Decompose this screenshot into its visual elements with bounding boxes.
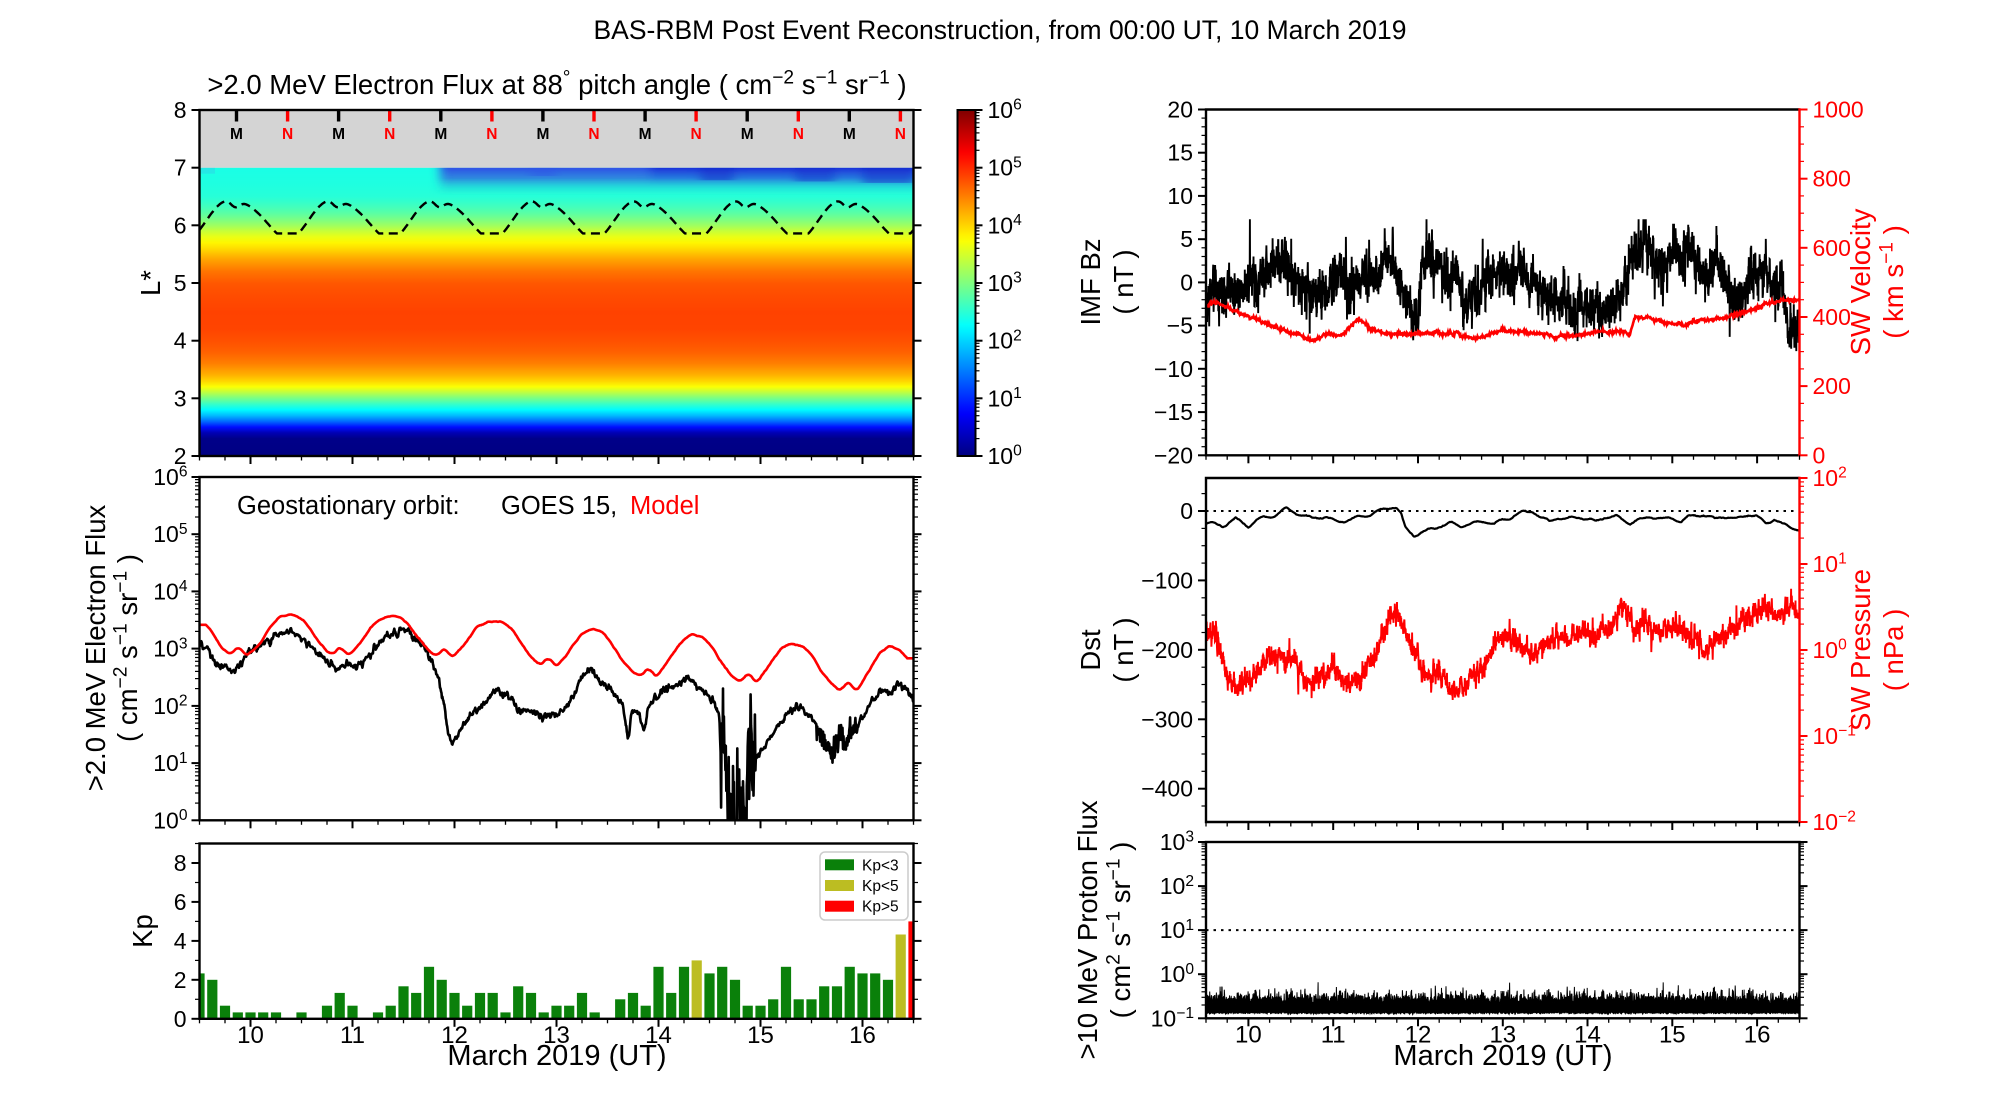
svg-text:16: 16 <box>849 1022 876 1049</box>
svg-text:800: 800 <box>1813 166 1851 192</box>
svg-text:March 2019 (UT): March 2019 (UT) <box>1393 1040 1612 1072</box>
svg-text:5: 5 <box>1180 226 1193 252</box>
svg-text:>2.0 MeV Electron Flux at 88°: >2.0 MeV Electron Flux at 88° pitch angl… <box>207 68 906 100</box>
svg-text:( km s−1 ): ( km s−1 ) <box>1877 225 1909 339</box>
svg-text:16: 16 <box>1744 1021 1771 1048</box>
svg-text:6: 6 <box>174 212 187 238</box>
svg-text:Kp<5: Kp<5 <box>862 878 899 895</box>
svg-text:100: 100 <box>153 807 188 833</box>
svg-text:200: 200 <box>1813 373 1851 399</box>
svg-text:M: M <box>536 126 549 143</box>
svg-text:−400: −400 <box>1141 776 1193 802</box>
svg-text:12: 12 <box>441 1022 468 1049</box>
svg-text:N: N <box>690 126 701 143</box>
svg-text:7: 7 <box>174 155 187 181</box>
svg-text:M: M <box>434 126 447 143</box>
svg-text:−200: −200 <box>1141 637 1193 663</box>
svg-text:Dst: Dst <box>1075 629 1106 671</box>
svg-text:>10 MeV Proton Flux: >10 MeV Proton Flux <box>1072 800 1103 1059</box>
svg-text:0: 0 <box>174 1006 187 1032</box>
svg-text:15: 15 <box>747 1022 774 1049</box>
svg-text:Kp: Kp <box>127 914 158 948</box>
svg-text:N: N <box>384 126 395 143</box>
svg-text:14: 14 <box>1574 1021 1601 1048</box>
svg-text:−100: −100 <box>1141 567 1193 593</box>
svg-text:15: 15 <box>1167 140 1193 166</box>
svg-text:( cm2 s−1 sr−1 ): ( cm2 s−1 sr−1 ) <box>1104 842 1136 1019</box>
svg-text:11: 11 <box>340 1022 365 1049</box>
svg-text:>2.0 MeV Electron Flux: >2.0 MeV Electron Flux <box>80 504 111 791</box>
svg-text:−10: −10 <box>1154 356 1193 382</box>
svg-text:14: 14 <box>645 1022 672 1049</box>
svg-text:Kp>5: Kp>5 <box>862 899 899 916</box>
svg-text:( nT ): ( nT ) <box>1108 249 1139 314</box>
svg-text:4: 4 <box>174 328 187 354</box>
svg-text:10: 10 <box>1235 1021 1262 1048</box>
svg-text:400: 400 <box>1813 304 1851 330</box>
svg-text:N: N <box>486 126 497 143</box>
svg-text:103: 103 <box>988 270 1022 296</box>
svg-text:2: 2 <box>174 967 187 993</box>
svg-text:0: 0 <box>1180 498 1193 524</box>
svg-text:12: 12 <box>1405 1021 1432 1048</box>
svg-text:20: 20 <box>1167 97 1193 123</box>
svg-text:N: N <box>282 126 293 143</box>
svg-text:13: 13 <box>543 1022 570 1049</box>
svg-text:M: M <box>741 126 754 143</box>
svg-text:Geostationary orbit:: Geostationary orbit: <box>237 492 460 520</box>
svg-text:N: N <box>793 126 804 143</box>
svg-text:GOES 15,: GOES 15, <box>501 492 617 520</box>
svg-text:600: 600 <box>1813 235 1851 261</box>
svg-text:15: 15 <box>1659 1021 1686 1048</box>
svg-text:M: M <box>639 126 652 143</box>
svg-text:8: 8 <box>174 97 187 123</box>
svg-text:M: M <box>230 126 243 143</box>
svg-text:10: 10 <box>1167 183 1193 209</box>
svg-text:0: 0 <box>1180 269 1193 295</box>
svg-text:M: M <box>332 126 345 143</box>
svg-text:( nT ): ( nT ) <box>1108 617 1139 682</box>
svg-text:Model: Model <box>630 492 699 520</box>
svg-text:10−2: 10−2 <box>1813 809 1856 835</box>
svg-text:−20: −20 <box>1154 442 1193 468</box>
svg-text:BAS-RBM Post Event Reconstruct: BAS-RBM Post Event Reconstruction, from … <box>593 15 1406 45</box>
svg-text:105: 105 <box>153 521 188 547</box>
svg-text:−15: −15 <box>1154 399 1193 425</box>
svg-text:( nPa ): ( nPa ) <box>1878 609 1909 692</box>
svg-text:11: 11 <box>1321 1021 1346 1048</box>
svg-text:13: 13 <box>1489 1021 1516 1048</box>
svg-text:4: 4 <box>174 928 187 954</box>
svg-text:1000: 1000 <box>1813 97 1864 123</box>
svg-text:6: 6 <box>174 889 187 915</box>
svg-text:SW Velocity: SW Velocity <box>1845 208 1876 355</box>
svg-text:2: 2 <box>174 443 187 469</box>
svg-text:IMF Bz: IMF Bz <box>1075 238 1106 325</box>
svg-text:10: 10 <box>237 1022 264 1049</box>
svg-text:8: 8 <box>174 850 187 876</box>
svg-text:3: 3 <box>174 385 187 411</box>
svg-text:N: N <box>895 126 906 143</box>
svg-text:Kp<3: Kp<3 <box>862 857 899 874</box>
svg-text:5: 5 <box>174 270 187 296</box>
svg-text:100: 100 <box>1813 637 1848 663</box>
svg-text:−5: −5 <box>1167 313 1193 339</box>
svg-text:L*: L* <box>135 270 166 296</box>
svg-text:−300: −300 <box>1141 706 1193 732</box>
svg-text:( cm−2 s−1 sr−1 ): ( cm−2 s−1 sr−1 ) <box>111 554 143 742</box>
svg-text:M: M <box>843 126 856 143</box>
svg-text:0: 0 <box>1813 442 1826 468</box>
svg-text:March 2019 (UT): March 2019 (UT) <box>447 1040 666 1072</box>
svg-text:N: N <box>588 126 599 143</box>
svg-text:101: 101 <box>1160 917 1194 943</box>
svg-text:SW Pressure: SW Pressure <box>1845 569 1876 731</box>
svg-text:100: 100 <box>988 443 1023 469</box>
